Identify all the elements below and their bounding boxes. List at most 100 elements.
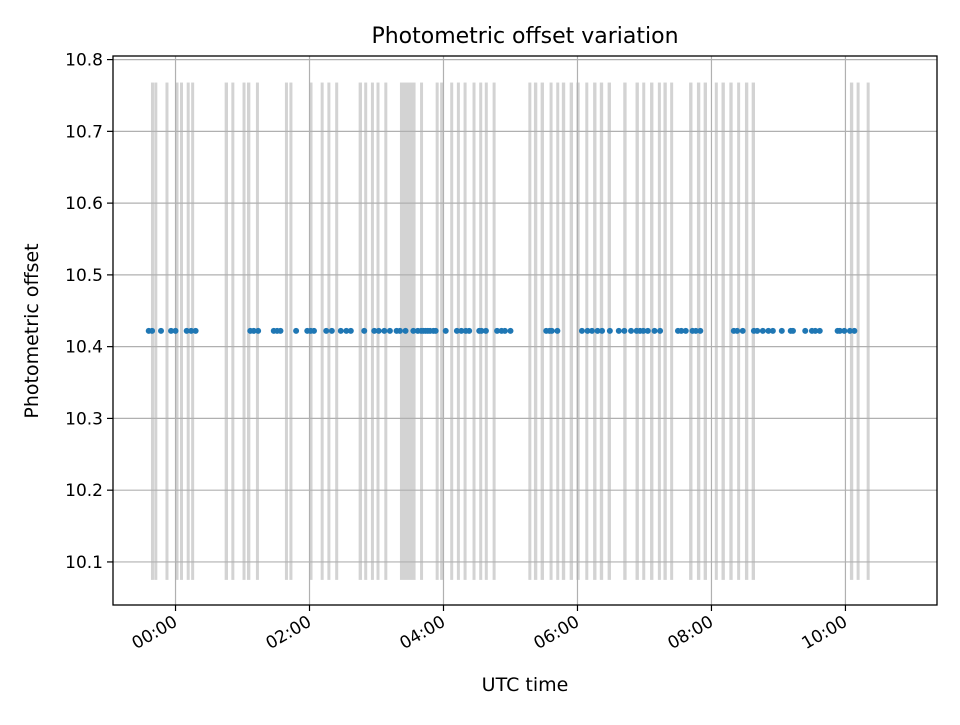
data-point xyxy=(337,327,344,334)
data-point xyxy=(277,327,284,334)
data-point xyxy=(594,327,601,334)
data-point xyxy=(183,327,190,334)
data-point xyxy=(410,327,417,334)
data-point xyxy=(697,327,704,334)
data-point xyxy=(432,327,439,334)
exposure-band xyxy=(320,82,324,580)
exposure-band xyxy=(165,82,169,580)
data-point xyxy=(328,327,335,334)
data-point xyxy=(846,327,853,334)
data-point xyxy=(478,327,485,334)
exposure-band xyxy=(231,82,235,580)
data-point xyxy=(851,327,858,334)
data-point xyxy=(628,327,635,334)
exposure-band xyxy=(284,82,288,580)
data-point xyxy=(578,327,585,334)
data-point xyxy=(789,327,796,334)
data-point xyxy=(501,327,508,334)
data-point xyxy=(250,327,257,334)
data-point xyxy=(554,327,561,334)
data-point xyxy=(442,327,449,334)
exposure-band xyxy=(450,82,454,580)
data-point xyxy=(192,327,199,334)
exposure-band xyxy=(358,82,362,580)
y-tick-label: 10.4 xyxy=(65,338,103,358)
y-tick-label: 10.8 xyxy=(65,51,103,71)
data-point xyxy=(644,327,651,334)
data-point xyxy=(453,327,460,334)
exposure-band xyxy=(866,82,870,580)
data-point xyxy=(458,327,465,334)
exposure-band xyxy=(663,82,667,580)
data-point xyxy=(396,327,403,334)
data-point xyxy=(621,327,628,334)
data-point xyxy=(507,327,514,334)
data-point xyxy=(836,327,843,334)
exposure-band xyxy=(561,82,566,580)
data-point xyxy=(606,327,613,334)
data-point xyxy=(402,327,409,334)
y-tick-label: 10.6 xyxy=(65,194,103,214)
data-point xyxy=(778,327,785,334)
data-point xyxy=(149,327,156,334)
data-point xyxy=(692,327,699,334)
y-axis-label: Photometric offset xyxy=(21,243,43,418)
data-point xyxy=(816,327,823,334)
exposure-band xyxy=(289,82,293,580)
data-point xyxy=(769,327,776,334)
data-point xyxy=(188,327,195,334)
exposure-band xyxy=(242,82,246,580)
data-point xyxy=(494,327,501,334)
data-point xyxy=(615,327,622,334)
data-point xyxy=(386,327,393,334)
data-point xyxy=(678,327,685,334)
data-point xyxy=(584,327,591,334)
y-tick-label: 10.7 xyxy=(65,122,103,142)
data-point xyxy=(841,327,848,334)
data-point xyxy=(466,327,473,334)
exposure-band xyxy=(335,82,339,580)
data-point xyxy=(548,327,555,334)
data-point xyxy=(158,327,165,334)
exposure-band xyxy=(179,82,183,580)
data-point xyxy=(734,327,741,334)
data-point xyxy=(765,327,772,334)
exposure-band xyxy=(569,82,574,580)
exposure-band xyxy=(472,82,476,580)
data-point xyxy=(375,327,382,334)
data-point xyxy=(599,327,606,334)
axis-ticks: 10.110.210.310.410.510.610.710.800:00 02:… xyxy=(65,51,851,654)
data-point xyxy=(682,327,689,334)
y-tick-label: 10.5 xyxy=(65,266,103,286)
data-point xyxy=(172,327,179,334)
x-axis-label: UTC time xyxy=(482,674,569,696)
data-point xyxy=(310,327,317,334)
chart-title: Photometric offset variation xyxy=(371,24,678,49)
data-point xyxy=(802,327,809,334)
exposure-band xyxy=(224,82,229,580)
exposure-band xyxy=(856,82,860,580)
data-point xyxy=(812,327,819,334)
data-point xyxy=(640,327,647,334)
exposure-band xyxy=(528,82,532,580)
y-tick-label: 10.1 xyxy=(65,553,103,573)
exposure-band xyxy=(703,82,707,580)
data-point xyxy=(371,327,378,334)
data-point xyxy=(323,327,330,334)
data-point xyxy=(381,327,388,334)
data-point xyxy=(588,327,595,334)
data-point xyxy=(754,327,761,334)
data-point xyxy=(739,327,746,334)
data-point xyxy=(657,327,664,334)
exposure-band xyxy=(670,82,674,580)
data-point xyxy=(361,327,368,334)
exposure-band xyxy=(440,82,444,580)
exposure-band xyxy=(714,82,718,580)
data-point xyxy=(343,327,350,334)
y-tick-label: 10.3 xyxy=(65,409,103,429)
plot-frame xyxy=(112,55,938,606)
exposure-band xyxy=(533,82,538,580)
data-point xyxy=(168,327,175,334)
